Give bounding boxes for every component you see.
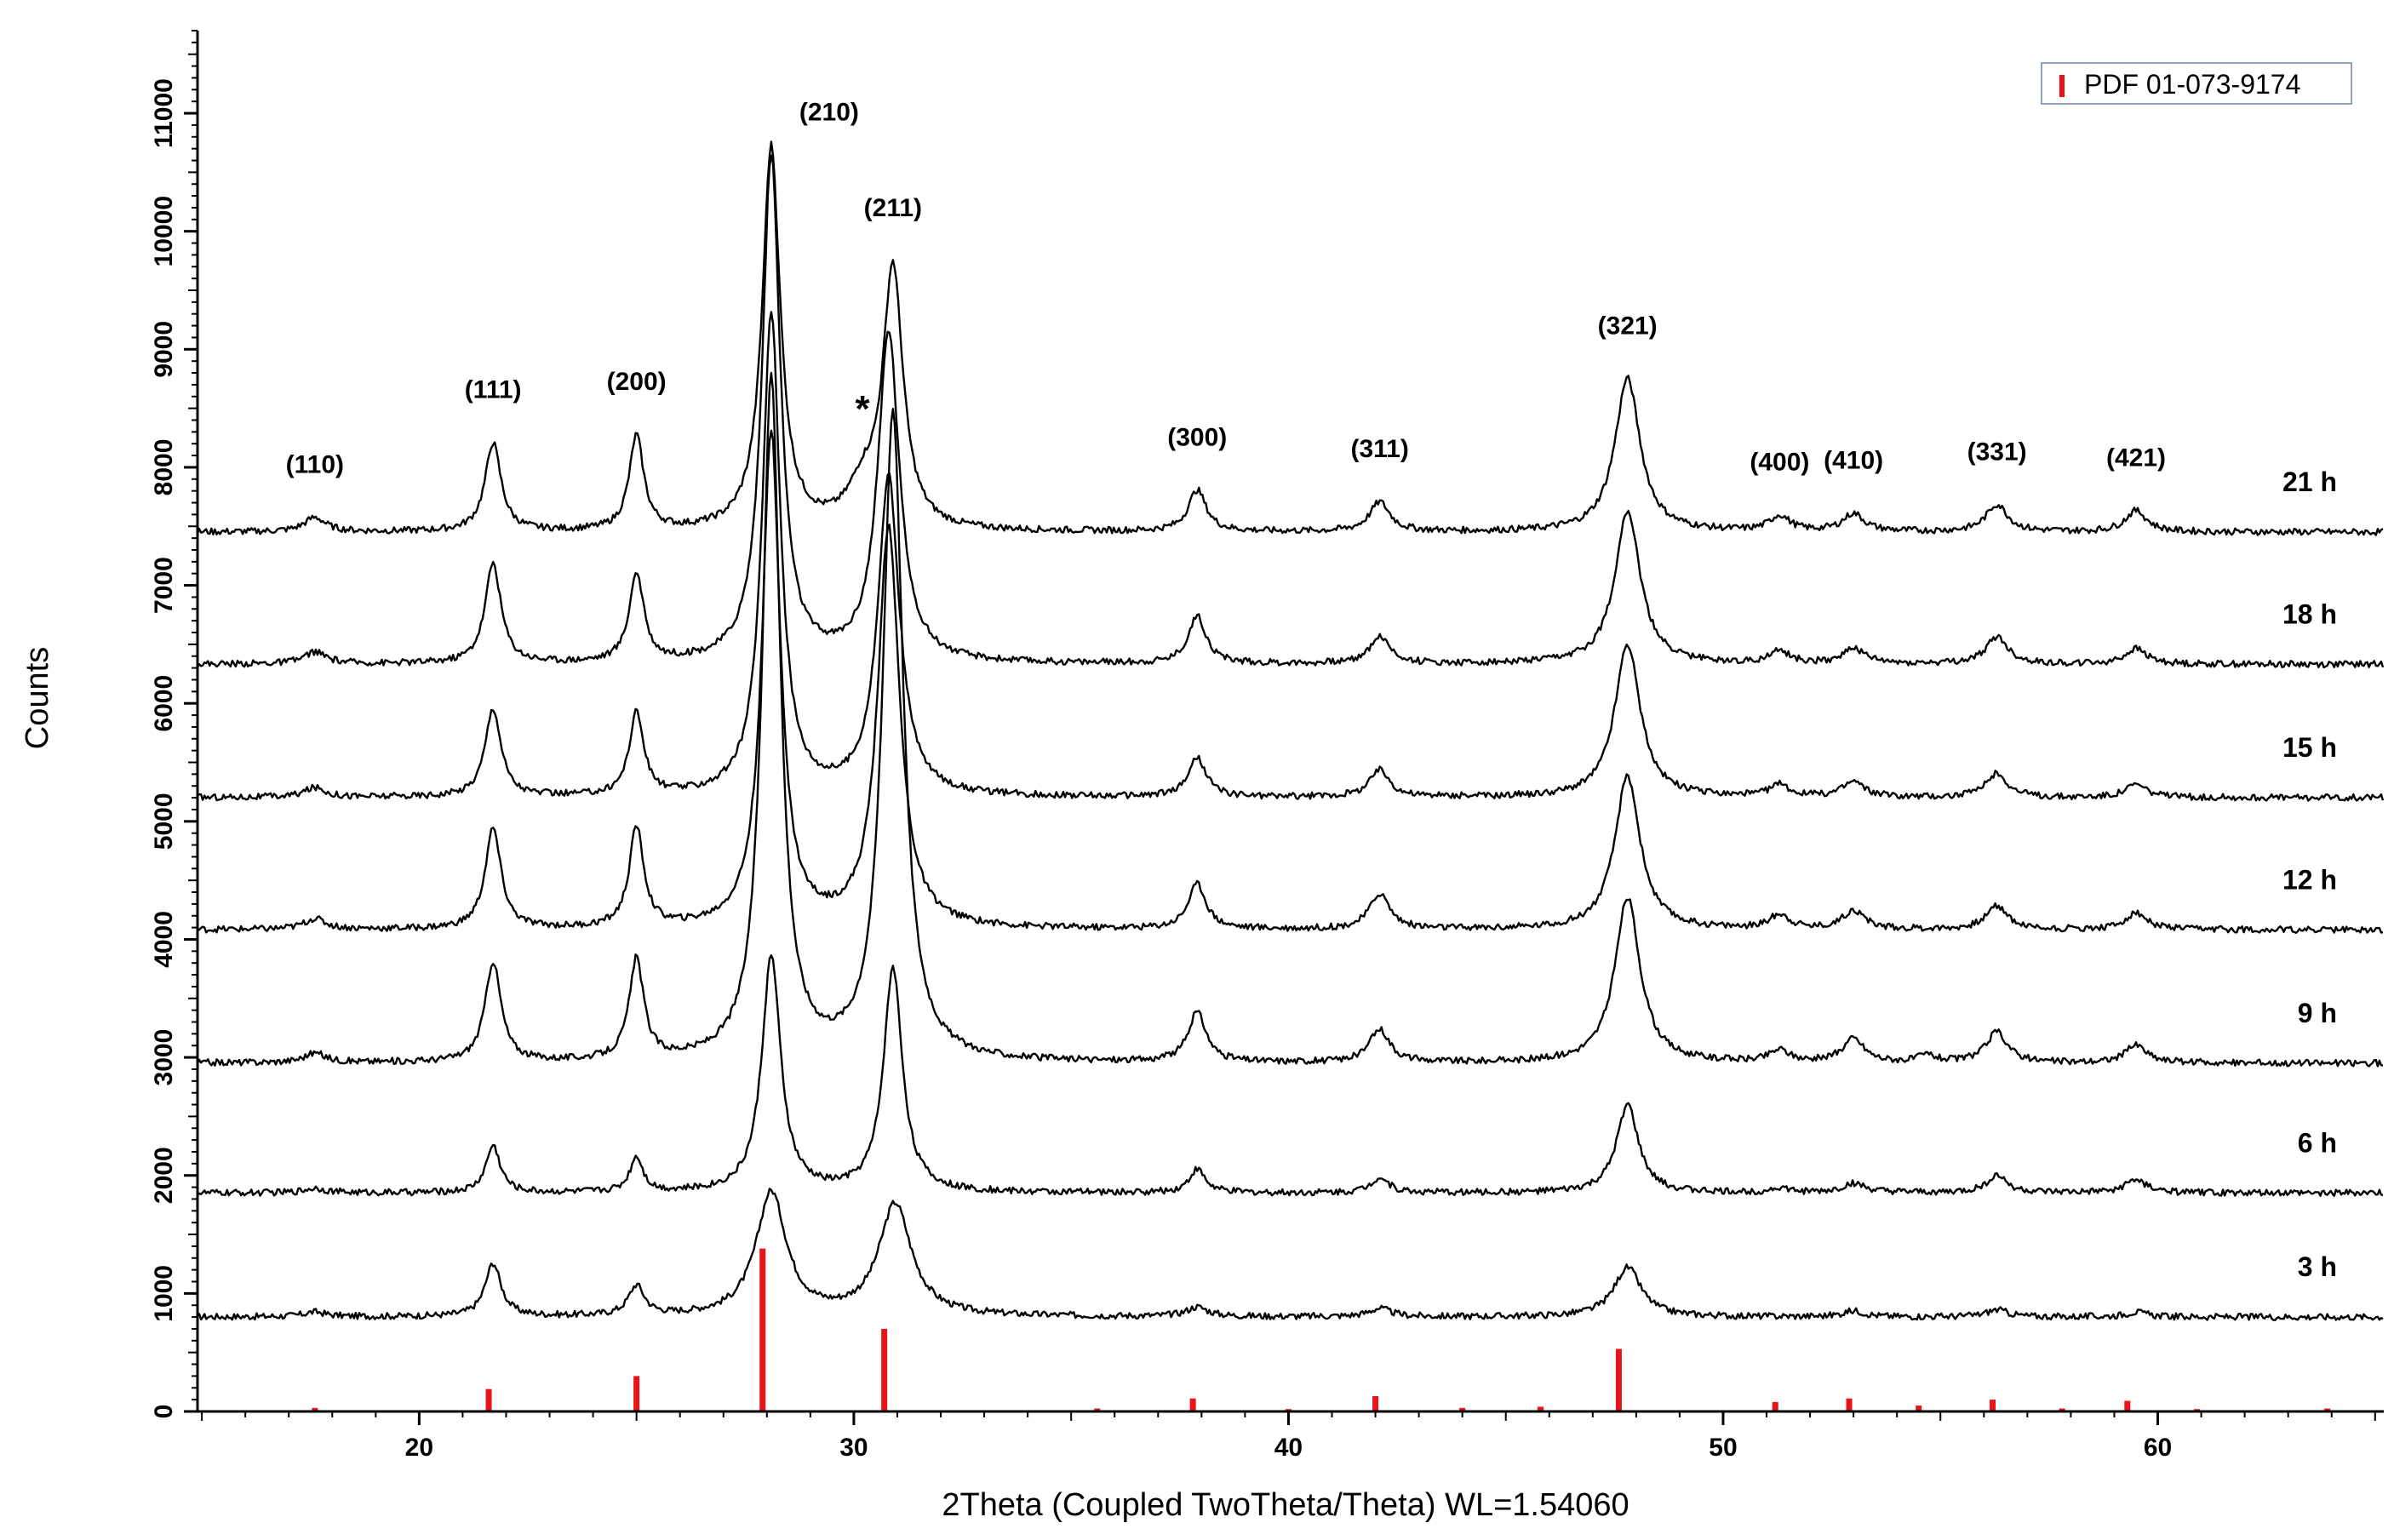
pattern-15h (197, 311, 2385, 802)
pattern-6h (197, 953, 2384, 1197)
reference-stick (1615, 1348, 1622, 1411)
reference-stick (1459, 1407, 1466, 1411)
y-tick-label: 2000 (150, 1147, 178, 1204)
hkl-label: (300) (1167, 423, 1227, 451)
x-tick-label: 40 (1274, 1434, 1303, 1462)
reference-stick (2059, 1408, 2065, 1411)
hkl-label: (110) (286, 451, 344, 479)
reference-stick (2324, 1408, 2331, 1411)
hkl-label: (421) (2106, 444, 2166, 472)
series-label: 12 h (2282, 864, 2337, 895)
y-tick-label: 6000 (150, 675, 178, 732)
legend-swatch (2059, 75, 2065, 97)
pattern-21h (196, 140, 2384, 536)
pattern-9h (196, 371, 2384, 1068)
axes (196, 31, 2384, 1413)
y-tick-label: 5000 (150, 793, 178, 850)
series-label: 15 h (2282, 732, 2337, 763)
hkl-label: (200) (607, 368, 667, 396)
x-tick-label: 60 (2144, 1434, 2172, 1462)
series-label: 6 h (2298, 1128, 2337, 1159)
reference-stick (485, 1388, 492, 1411)
y-tick-label: 4000 (150, 911, 178, 968)
legend-label: PDF 01-073-9174 (2084, 69, 2300, 100)
impurity-marker: * (856, 388, 871, 430)
y-axis-title: Counts (20, 647, 55, 749)
pattern-18h (196, 154, 2385, 669)
annotations: 3 h 6 h 9 h 12 h 15 h 18 h 21 h (110) (111) (200)… (286, 98, 2337, 1282)
hkl-label: (400) (1750, 448, 1809, 476)
reference-stick (1372, 1395, 1379, 1411)
y-tick-label: 8000 (150, 439, 178, 496)
reference-stick (1846, 1398, 1853, 1411)
diffraction-patterns (196, 140, 2385, 1321)
reference-stick (312, 1407, 318, 1411)
series-label: 18 h (2282, 598, 2337, 629)
series-label: 3 h (2298, 1251, 2337, 1282)
reference-stick (759, 1248, 766, 1411)
reference-pattern (312, 1248, 2331, 1411)
y-tick-label: 7000 (150, 557, 178, 614)
reference-stick (1990, 1400, 1996, 1411)
x-tick-label: 50 (1709, 1434, 1737, 1462)
reference-stick (2124, 1400, 2131, 1411)
reference-stick (1538, 1406, 1544, 1411)
pattern-3h (197, 1188, 2384, 1321)
reference-stick (1189, 1398, 1196, 1411)
y-tick-label: 9000 (150, 321, 178, 378)
hkl-label: (331) (1967, 438, 2027, 466)
reference-stick (633, 1376, 640, 1411)
x-axis-title: 2Theta (Coupled TwoTheta/Theta) WL=1.540… (942, 1487, 1629, 1523)
axis-ticks: 20 30 40 50 60 0 1000 2000 3000 4000 5000 6000 7000 8… (150, 30, 2376, 1462)
hkl-label: (410) (1824, 447, 1883, 475)
reference-stick (1094, 1408, 1101, 1411)
series-label: 21 h (2282, 467, 2337, 497)
hkl-label: (211) (864, 194, 922, 222)
reference-stick (1916, 1405, 1922, 1411)
y-tick-label: 0 (150, 1405, 178, 1419)
y-tick-label: 1000 (150, 1265, 178, 1322)
legend: PDF 01-073-9174 (2041, 62, 2352, 105)
series-label: 9 h (2298, 998, 2337, 1028)
x-tick-label: 30 (839, 1434, 868, 1462)
x-tick-label: 20 (405, 1434, 433, 1462)
y-tick-label: 10000 (150, 196, 178, 266)
hkl-label: (111) (465, 376, 522, 404)
hkl-label: (321) (1598, 312, 1658, 340)
hkl-label: (311) (1350, 435, 1408, 463)
y-tick-label: 3000 (150, 1029, 178, 1086)
pattern-12h (197, 429, 2384, 935)
reference-stick (1772, 1401, 1778, 1411)
y-tick-label: 11000 (150, 78, 178, 148)
hkl-label: (210) (799, 98, 859, 126)
legend-box (2041, 62, 2352, 105)
reference-stick (881, 1328, 888, 1411)
